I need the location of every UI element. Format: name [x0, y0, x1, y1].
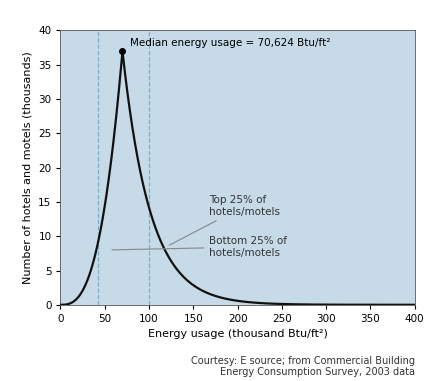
- Text: Median energy usage = 70,624 Btu/ft²: Median energy usage = 70,624 Btu/ft²: [130, 38, 330, 48]
- Text: Top 25% of
hotels/motels: Top 25% of hotels/motels: [169, 195, 280, 245]
- Y-axis label: Number of hotels and motels (thousands): Number of hotels and motels (thousands): [22, 51, 33, 284]
- Text: Bottom 25% of
hotels/motels: Bottom 25% of hotels/motels: [112, 236, 287, 258]
- X-axis label: Energy usage (thousand Btu/ft²): Energy usage (thousand Btu/ft²): [148, 330, 327, 339]
- Text: Courtesy: E source; from Commercial Building
Energy Consumption Survey, 2003 dat: Courtesy: E source; from Commercial Buil…: [191, 355, 415, 377]
